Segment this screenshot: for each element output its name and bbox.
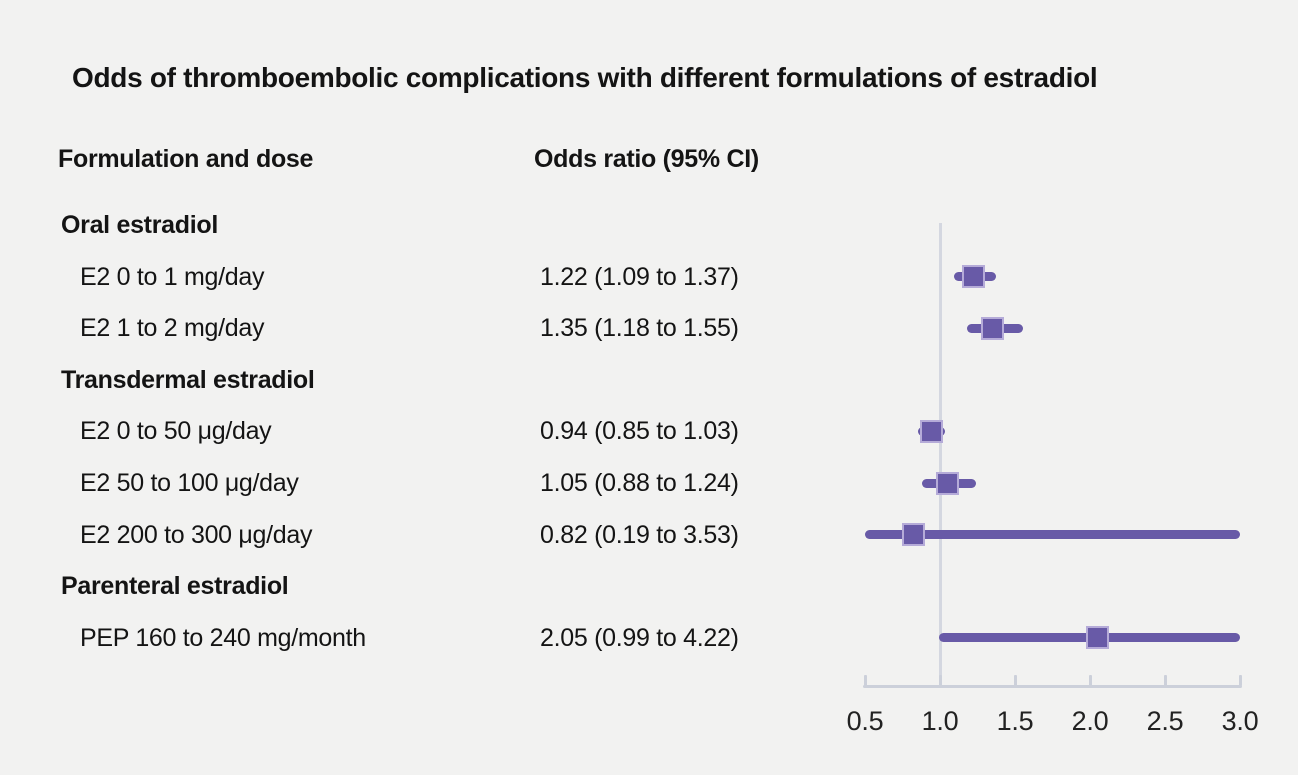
forest-row-value: 0.94 (0.85 to 1.03) (540, 417, 739, 446)
x-axis-tick-0.5 (863, 675, 867, 686)
forest-row-value: 2.05 (0.99 to 4.22) (540, 623, 739, 652)
x-axis-tick-label-2.0: 2.0 (1071, 706, 1109, 736)
point-estimate-marker (919, 419, 943, 443)
x-axis-tick-1.5 (1013, 675, 1017, 686)
x-axis-tick-2.5 (1163, 675, 1167, 686)
ci-line (865, 530, 1240, 540)
forest-row-value: 1.05 (0.88 to 1.24) (540, 469, 739, 497)
column-header-formulation: Formulation and dose (58, 145, 314, 173)
point-estimate-marker (901, 523, 925, 547)
forest-row-value: 0.82 (0.19 to 3.53) (540, 520, 739, 549)
column-header-odds-ratio: Odds ratio (95% CI) (534, 145, 759, 173)
forest-row-value: 1.22 (1.09 to 1.37) (540, 262, 739, 291)
x-axis-tick-3.0 (1238, 675, 1242, 686)
reference-line-1 (938, 223, 942, 688)
forest-row-value: 1.35 (1.18 to 1.55) (540, 314, 739, 343)
point-estimate-marker (936, 471, 959, 495)
forest-row-label: E2 200 to 300 μg/day (80, 520, 313, 549)
x-axis-tick-label-1.5: 1.5 (996, 706, 1034, 736)
x-axis-tick-label-1.0: 1.0 (921, 706, 959, 736)
forest-row-label: E2 0 to 1 mg/day (80, 262, 265, 291)
x-axis-tick-1.0 (938, 675, 942, 686)
x-axis-tick-label-2.5: 2.5 (1146, 706, 1184, 736)
forest-row-label: E2 50 to 100 μg/day (80, 469, 299, 497)
forest-row-label: PEP 160 to 240 mg/month (80, 623, 366, 652)
x-axis-tick-2.0 (1088, 675, 1092, 686)
x-axis-tick-label-3.0: 3.0 (1221, 706, 1259, 736)
section-header: Oral estradiol (61, 211, 218, 239)
x-axis-tick-label-0.5: 0.5 (846, 706, 884, 736)
forest-row-label: E2 0 to 50 μg/day (80, 417, 272, 446)
section-header: Parenteral estradiol (61, 572, 289, 601)
x-axis-line (863, 685, 1242, 688)
point-estimate-marker (961, 265, 985, 289)
forest-row-label: E2 1 to 2 mg/day (80, 314, 265, 343)
chart-title: Odds of thromboembolic complications wit… (72, 62, 1098, 93)
point-estimate-marker (981, 316, 1004, 340)
point-estimate-marker (1086, 626, 1109, 650)
section-header: Transdermal estradiol (61, 365, 315, 394)
